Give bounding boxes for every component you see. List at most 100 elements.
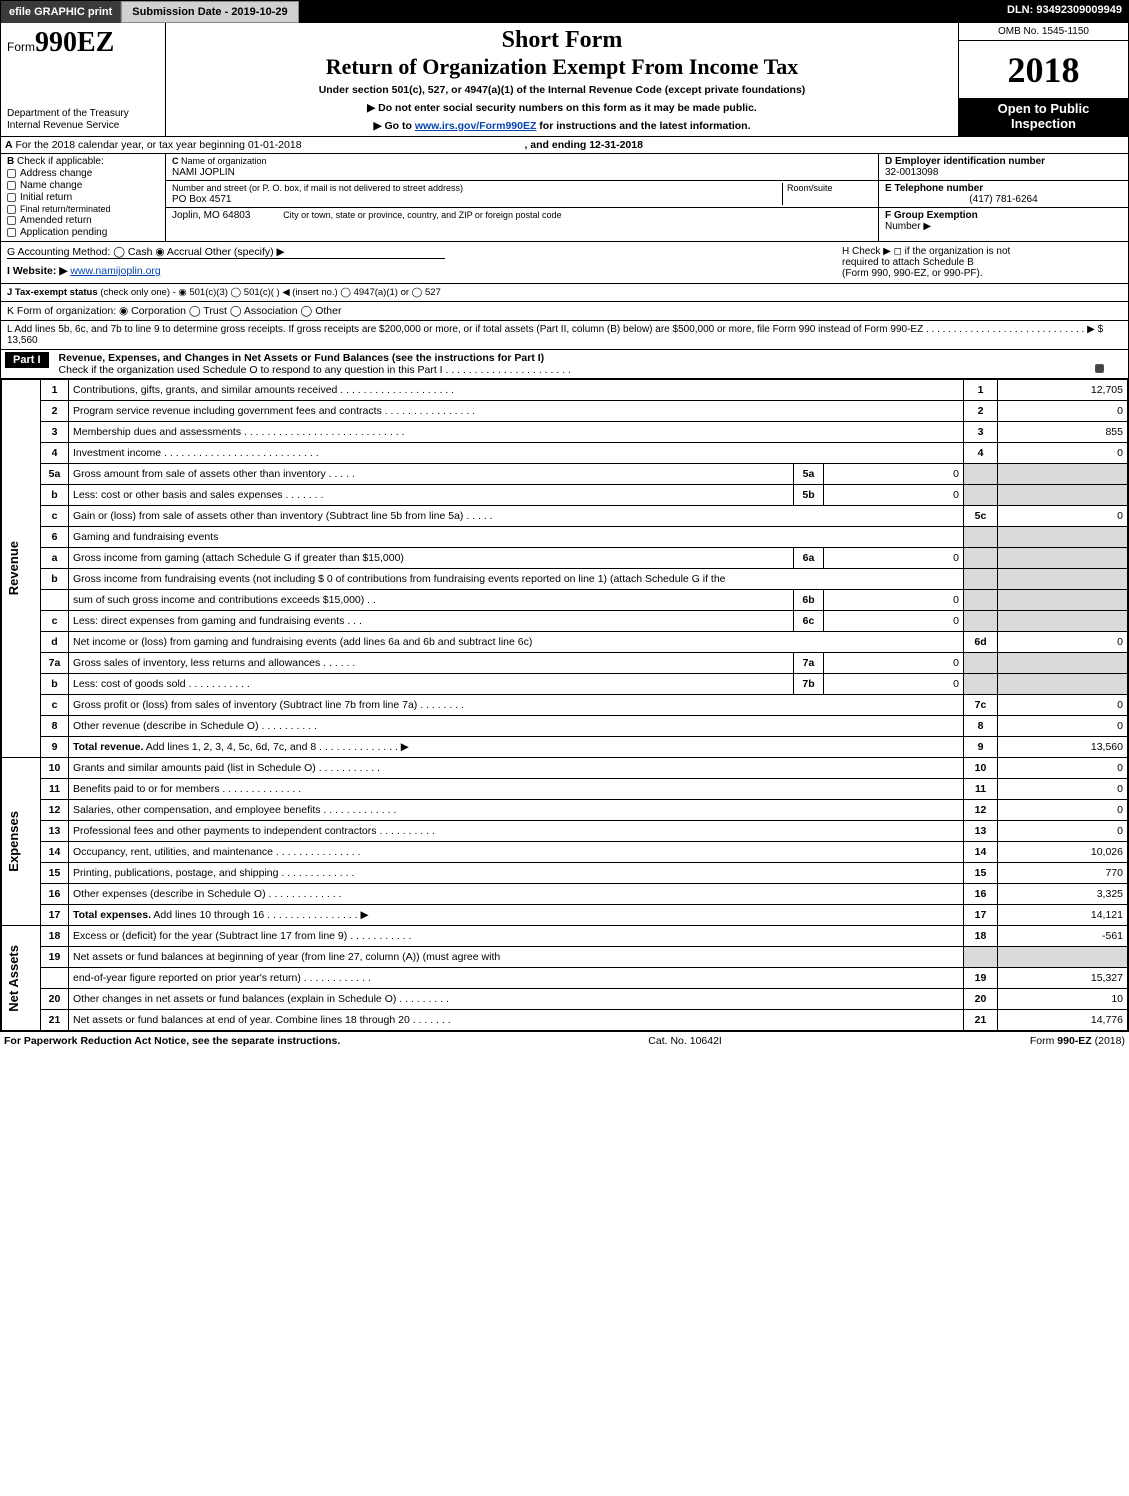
h-check: H Check ▶ ◻ if the organization is not r… [842,246,1122,279]
line-ref: 5c [964,506,998,527]
line-val: 0 [998,758,1128,779]
line-desc: Other changes in net assets or fund bala… [69,989,964,1010]
line-desc: Gaming and fundraising events [69,527,964,548]
line-desc: end-of-year figure reported on prior yea… [69,968,964,989]
line-number: 5a [41,464,69,485]
line-val: 0 [998,779,1128,800]
inspect-l2: Inspection [961,117,1126,132]
sub-val: 0 [824,590,964,611]
val-shade [998,527,1128,548]
chk-application-pending[interactable]: Application pending [7,227,159,238]
line-ref: 2 [964,401,998,422]
row-a-ending: , and ending 12-31-2018 [524,139,642,151]
c-name-cell: C Name of organization NAMI JOPLIN [166,154,878,181]
part1-check: Check if the organization used Schedule … [59,364,571,376]
line-desc: Less: cost or other basis and sales expe… [69,485,794,506]
line-desc: Professional fees and other payments to … [69,821,964,842]
line-row: 17Total expenses. Add lines 10 through 1… [2,905,1128,926]
e-phone-cell: E Telephone number (417) 781-6264 [879,181,1128,208]
line-row: 6Gaming and fundraising events [2,527,1128,548]
opt-address: Address change [20,168,92,179]
line-number: b [41,674,69,695]
opt-name: Name change [20,180,82,191]
line-val: 15,327 [998,968,1128,989]
line-desc: Gross sales of inventory, less returns a… [69,653,794,674]
val-shade [998,947,1128,968]
line-val: 0 [998,506,1128,527]
line-ref: 11 [964,779,998,800]
footer-left: For Paperwork Reduction Act Notice, see … [4,1035,340,1047]
ref-shade [964,590,998,611]
line-desc: Total revenue. Add lines 1, 2, 3, 4, 5c,… [69,737,964,758]
line-row: 13Professional fees and other payments t… [2,821,1128,842]
instr-2: ▶ Go to www.irs.gov/Form990EZ for instru… [174,120,950,132]
checkbox-icon [7,181,16,190]
line-number: 17 [41,905,69,926]
line-row: cGross profit or (loss) from sales of in… [2,695,1128,716]
topbar: efile GRAPHIC print Submission Date - 20… [1,1,1128,23]
line-val: 770 [998,863,1128,884]
chk-name-change[interactable]: Name change [7,180,159,191]
line-number: 2 [41,401,69,422]
submission-date-button[interactable]: Submission Date - 2019-10-29 [121,1,298,23]
opt-amended: Amended return [20,215,92,226]
phone-value: (417) 781-6264 [885,194,1122,205]
line-row: bGross income from fundraising events (n… [2,569,1128,590]
ref-shade [964,947,998,968]
line-ref: 19 [964,968,998,989]
val-shade [998,653,1128,674]
c-name-lbl: Name of organization [179,156,267,166]
col-def: D Employer identification number 32-0013… [878,154,1128,241]
row-a-text: For the 2018 calendar year, or tax year … [13,139,302,151]
chk-initial-return[interactable]: Initial return [7,192,159,203]
line-desc: Contributions, gifts, grants, and simila… [69,380,964,401]
dept-treasury: Department of the Treasury Internal Reve… [7,108,159,132]
e-lbl: E Telephone number [885,183,983,194]
checkbox-icon [7,228,16,237]
short-form-title: Short Form [174,27,950,54]
val-shade [998,464,1128,485]
line-row: 19Net assets or fund balances at beginni… [2,947,1128,968]
dept-line1: Department of the Treasury [7,108,159,120]
line-row: bLess: cost or other basis and sales exp… [2,485,1128,506]
line-desc: Gross profit or (loss) from sales of inv… [69,695,964,716]
opt-pending: Application pending [20,227,107,238]
schedule-o-checkbox-icon [1095,364,1104,373]
line-desc: Gain or (loss) from sale of assets other… [69,506,964,527]
inspect-l1: Open to Public [961,102,1126,117]
line-number: 4 [41,443,69,464]
line-number: 11 [41,779,69,800]
line-number: 12 [41,800,69,821]
efile-print-button[interactable]: efile GRAPHIC print [1,1,121,23]
line-number [41,968,69,989]
d-ein-cell: D Employer identification number 32-0013… [879,154,1128,181]
d-lbl: D Employer identification number [885,156,1045,167]
line-row: aGross income from gaming (attach Schedu… [2,548,1128,569]
line-ref: 4 [964,443,998,464]
sub-ref: 7b [794,674,824,695]
line-row: Revenue1Contributions, gifts, grants, an… [2,380,1128,401]
ref-shade [964,485,998,506]
sub-val: 0 [824,611,964,632]
h-line3: (Form 990, 990-EZ, or 990-PF). [842,268,1122,279]
dept-line2: Internal Revenue Service [7,120,159,132]
f-group-cell: F Group Exemption Number ▶ [879,208,1128,234]
line-number: 3 [41,422,69,443]
line-val: 0 [998,800,1128,821]
line-row: cLess: direct expenses from gaming and f… [2,611,1128,632]
line-number: 20 [41,989,69,1010]
chk-final-return[interactable]: Final return/terminated [7,204,159,214]
line-val: 0 [998,695,1128,716]
line-row: cGain or (loss) from sale of assets othe… [2,506,1128,527]
instr-link[interactable]: www.irs.gov/Form990EZ [415,120,537,132]
chk-address-change[interactable]: Address change [7,168,159,179]
chk-amended-return[interactable]: Amended return [7,215,159,226]
line-number: 16 [41,884,69,905]
line-val: 12,705 [998,380,1128,401]
line-number: 19 [41,947,69,968]
line-number: 14 [41,842,69,863]
addr-lbl: Number and street (or P. O. box, if mail… [172,183,463,193]
line-number: 15 [41,863,69,884]
line-desc: Gross amount from sale of assets other t… [69,464,794,485]
website-link[interactable]: www.namijoplin.org [70,265,160,277]
